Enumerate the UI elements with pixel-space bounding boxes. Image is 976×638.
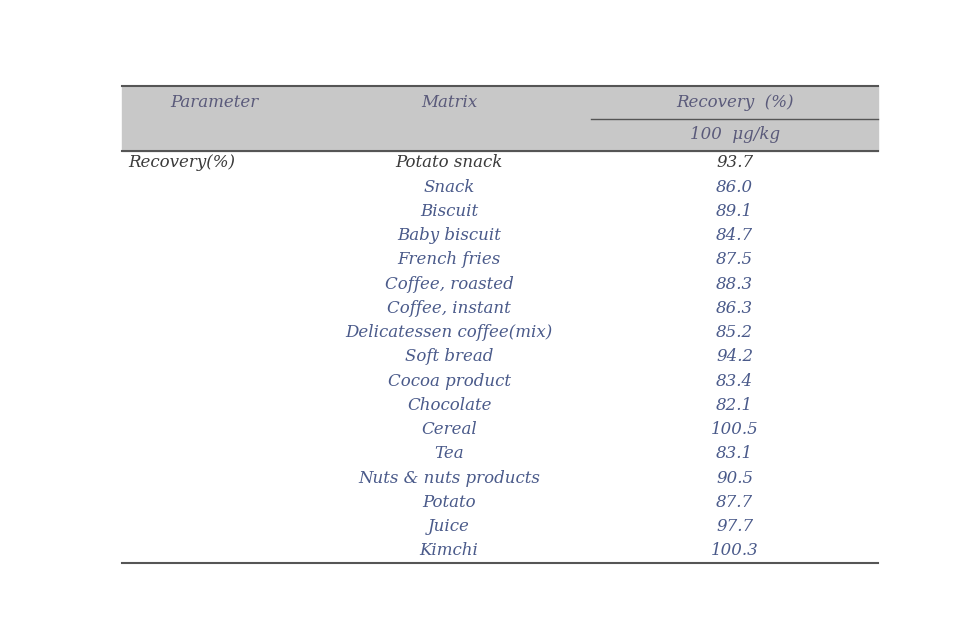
Text: Coffee, roasted: Coffee, roasted [385,276,513,293]
Text: Snack: Snack [424,179,475,196]
Text: 83.4: 83.4 [716,373,753,390]
Text: Juice: Juice [428,518,470,535]
Text: 89.1: 89.1 [716,203,753,220]
Text: Potato snack: Potato snack [395,154,503,172]
Text: Tea: Tea [434,445,464,463]
Text: 86.3: 86.3 [716,300,753,317]
Text: Chocolate: Chocolate [407,397,491,414]
Text: 93.7: 93.7 [716,154,753,172]
Text: 87.7: 87.7 [716,494,753,511]
Text: Recovery  (%): Recovery (%) [676,94,793,111]
Text: Matrix: Matrix [421,94,477,111]
Text: 88.3: 88.3 [716,276,753,293]
Text: 85.2: 85.2 [716,324,753,341]
Text: 83.1: 83.1 [716,445,753,463]
Text: Recovery(%): Recovery(%) [128,154,235,172]
Text: Soft bread: Soft bread [405,348,493,366]
Text: Coffee, instant: Coffee, instant [387,300,511,317]
Text: 100.3: 100.3 [711,542,758,560]
Text: Cocoa product: Cocoa product [387,373,510,390]
Text: 94.2: 94.2 [716,348,753,366]
Text: Cereal: Cereal [422,421,477,438]
Text: French fries: French fries [397,251,501,269]
Text: Kimchi: Kimchi [420,542,478,560]
Text: 87.5: 87.5 [716,251,753,269]
Text: 100  μg/kg: 100 μg/kg [690,126,780,143]
Text: 86.0: 86.0 [716,179,753,196]
Text: 84.7: 84.7 [716,227,753,244]
Text: 97.7: 97.7 [716,518,753,535]
Text: Potato: Potato [423,494,476,511]
Text: Baby biscuit: Baby biscuit [397,227,501,244]
Bar [122,86,878,151]
Text: 100.5: 100.5 [711,421,758,438]
Text: Delicatessen coffee(mix): Delicatessen coffee(mix) [346,324,552,341]
Text: Parameter: Parameter [171,94,259,111]
Text: Biscuit: Biscuit [420,203,478,220]
Text: 82.1: 82.1 [716,397,753,414]
Text: 90.5: 90.5 [716,470,753,487]
Text: Nuts & nuts products: Nuts & nuts products [358,470,540,487]
